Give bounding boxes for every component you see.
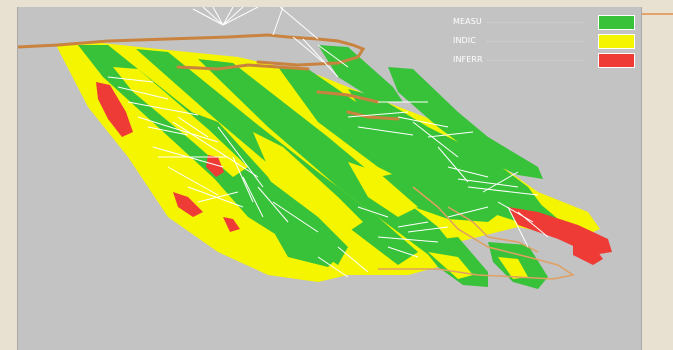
- legend-leader: [487, 22, 583, 24]
- legend-label: INDIC: [453, 36, 476, 45]
- inferred-zone: [96, 82, 612, 265]
- legend-item-measured: MEASU: [453, 15, 635, 30]
- pit-outline: [378, 186, 575, 280]
- legend-leader: [487, 41, 583, 43]
- block-model-render: [18, 7, 612, 289]
- legend-item-inferred: INFERR: [453, 53, 635, 68]
- legend-swatch: [598, 53, 635, 68]
- legend-leader: [487, 60, 583, 62]
- indicated-stripes: [113, 67, 528, 279]
- legend-item-indicated: INDIC: [453, 34, 635, 49]
- topography-surface: [18, 33, 400, 121]
- legend-swatch: [598, 15, 635, 30]
- legend-label: INFERR: [453, 55, 483, 64]
- legend-label: MEASU: [453, 17, 482, 26]
- legend-swatch: [598, 34, 635, 49]
- model-viewport[interactable]: MEASU INDIC INFERR: [17, 7, 642, 350]
- drillhole-traces: [107, 7, 549, 278]
- legend: MEASU INDIC INFERR: [453, 15, 635, 72]
